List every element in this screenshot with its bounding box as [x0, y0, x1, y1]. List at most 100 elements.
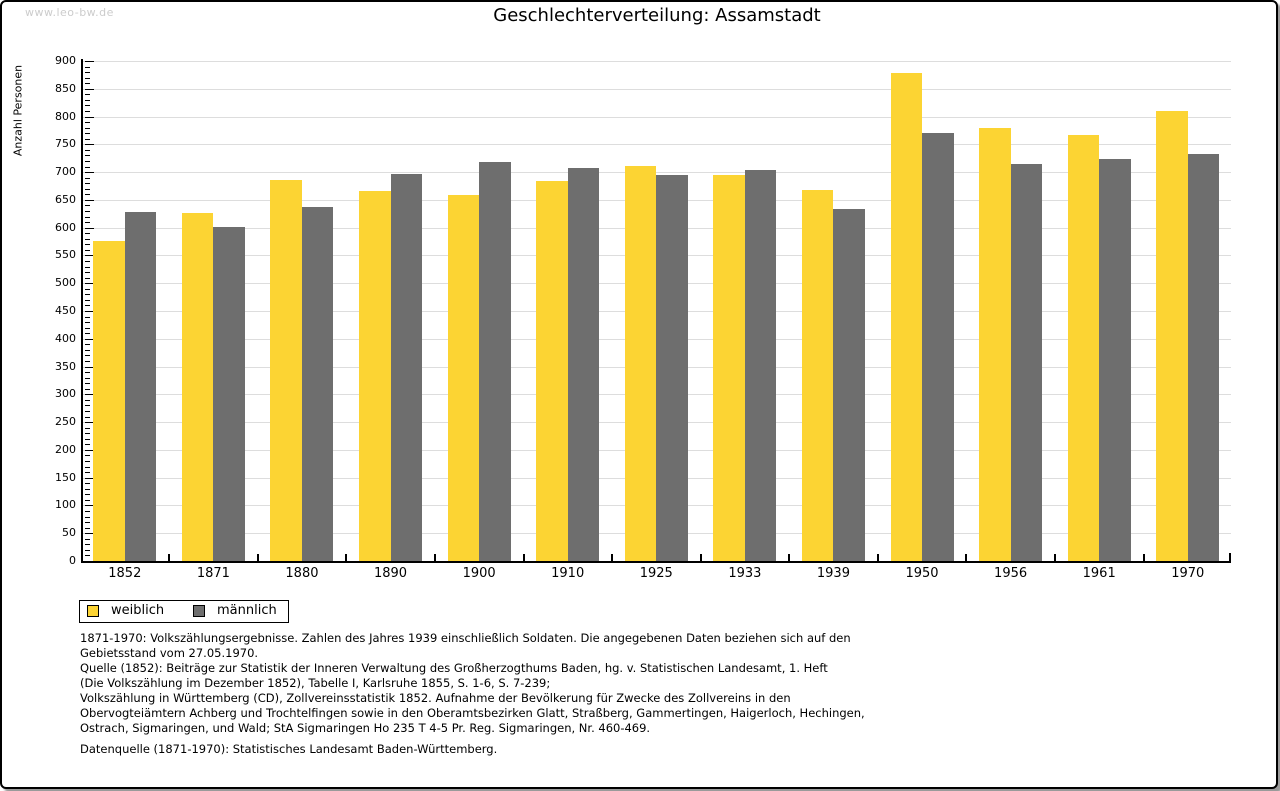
- bar-weiblich-1880: [270, 179, 302, 561]
- y-axis-line: [81, 59, 83, 563]
- y-minor-tick: [85, 416, 90, 418]
- y-minor-tick: [85, 361, 90, 362]
- legend-label-weiblich: weiblich: [111, 603, 165, 618]
- bar-männlich-1956: [1010, 164, 1043, 561]
- bar-männlich-1925: [656, 174, 688, 561]
- y-major-tick: [85, 561, 94, 562]
- y-minor-tick: [85, 327, 90, 329]
- y-minor-tick: [85, 433, 90, 435]
- y-minor-tick: [85, 233, 90, 235]
- y-minor-tick: [85, 549, 90, 551]
- y-minor-tick: [85, 194, 90, 196]
- x-boundary-tick: [522, 554, 525, 561]
- y-minor-tick: [85, 133, 90, 135]
- legend-swatch-weiblich: [87, 605, 99, 617]
- footnote-line: (Die Volkszählung im Dezember 1852), Tab…: [80, 676, 551, 690]
- y-minor-tick: [85, 488, 90, 490]
- footnote-line: Gebietsstand vom 27.05.1970.: [80, 646, 259, 660]
- y-minor-tick: [85, 222, 90, 224]
- y-major-tick: [85, 116, 94, 118]
- y-minor-tick: [85, 455, 90, 457]
- bar-männlich-1961: [1099, 159, 1131, 561]
- y-minor-tick: [85, 544, 90, 546]
- y-minor-tick: [85, 211, 90, 212]
- y-minor-tick: [85, 177, 90, 179]
- y-tick-label: 250: [55, 415, 76, 429]
- x-tick-label: 1961: [1082, 566, 1116, 581]
- y-minor-tick: [85, 377, 90, 379]
- y-major-tick: [85, 366, 94, 368]
- y-minor-tick: [85, 138, 90, 140]
- x-boundary-tick: [699, 554, 702, 561]
- y-minor-tick: [85, 216, 90, 218]
- y-major-tick: [85, 227, 94, 229]
- y-minor-tick: [85, 127, 90, 129]
- gridline: [83, 61, 1231, 62]
- footnote-line: Quelle (1852): Beiträge zur Statistik de…: [80, 661, 828, 675]
- y-minor-tick: [85, 466, 90, 468]
- x-boundary-tick: [256, 554, 259, 561]
- y-minor-tick: [85, 261, 90, 262]
- datasource-note: Datenquelle (1871-1970): Statistisches L…: [80, 742, 498, 756]
- bar-weiblich-1910: [536, 181, 568, 561]
- y-major-tick: [85, 505, 94, 507]
- y-minor-tick: [85, 483, 90, 485]
- bar-männlich-1933: [744, 169, 777, 561]
- legend: weiblich männlich: [79, 600, 289, 623]
- chart-title: Geschlechterverteilung: Assamstadt: [493, 5, 821, 26]
- y-tick-label: 550: [55, 248, 76, 262]
- y-tick-label: 650: [55, 192, 76, 206]
- bar-männlich-1890: [390, 173, 423, 561]
- y-minor-tick: [85, 72, 90, 74]
- y-minor-tick: [85, 427, 90, 429]
- y-tick-label: 450: [55, 304, 76, 317]
- footnote-line: 1871-1970: Volkszählungsergebnisse. Zahl…: [80, 631, 851, 645]
- y-minor-tick: [85, 411, 90, 412]
- bar-weiblich-1939: [801, 189, 834, 561]
- y-tick-label: 100: [55, 498, 76, 512]
- y-minor-tick: [85, 461, 90, 462]
- y-minor-tick: [85, 277, 90, 279]
- watermark: www.leo-bw.de: [25, 6, 114, 19]
- y-major-tick: [85, 533, 94, 535]
- gridline: [83, 116, 1231, 118]
- bar-weiblich-1961: [1067, 134, 1100, 561]
- y-major-tick: [85, 283, 94, 285]
- y-tick-label: 200: [55, 442, 76, 456]
- y-major-tick: [85, 144, 94, 146]
- x-axis-baseline: [81, 561, 1231, 563]
- y-minor-tick: [85, 288, 90, 290]
- y-minor-tick: [85, 161, 90, 162]
- y-tick-label: 900: [55, 54, 76, 67]
- legend-label-maennlich: männlich: [217, 603, 277, 618]
- x-boundary-tick: [1053, 554, 1056, 561]
- bar-männlich-1970: [1187, 153, 1220, 561]
- y-minor-tick: [85, 99, 90, 101]
- y-minor-tick: [85, 305, 90, 307]
- y-minor-tick: [85, 94, 90, 96]
- y-tick-label: 850: [55, 81, 76, 95]
- bar-weiblich-1871: [181, 213, 214, 561]
- y-major-tick: [85, 394, 94, 396]
- y-minor-tick: [85, 155, 90, 157]
- x-tick-label: 1970: [1171, 566, 1205, 581]
- y-major-tick: [85, 255, 94, 257]
- footnote-line: Ostrach, Sigmaringen, und Wald; StA Sigm…: [80, 721, 651, 735]
- y-minor-tick: [85, 472, 90, 474]
- y-minor-tick: [85, 238, 90, 240]
- y-tick-label: 150: [55, 470, 76, 484]
- x-tick-label: 1925: [639, 566, 673, 581]
- legend-swatch-maennlich: [193, 605, 205, 617]
- x-boundary-tick: [611, 554, 614, 561]
- y-minor-tick: [85, 522, 90, 524]
- x-boundary-tick: [876, 554, 879, 561]
- y-minor-tick: [85, 494, 90, 496]
- bar-männlich-1950: [922, 133, 954, 561]
- y-major-tick: [85, 422, 94, 424]
- y-minor-tick: [85, 249, 90, 251]
- y-major-tick: [85, 449, 94, 451]
- y-major-tick: [85, 88, 94, 90]
- x-boundary-tick: [788, 554, 791, 561]
- y-minor-tick: [85, 511, 90, 512]
